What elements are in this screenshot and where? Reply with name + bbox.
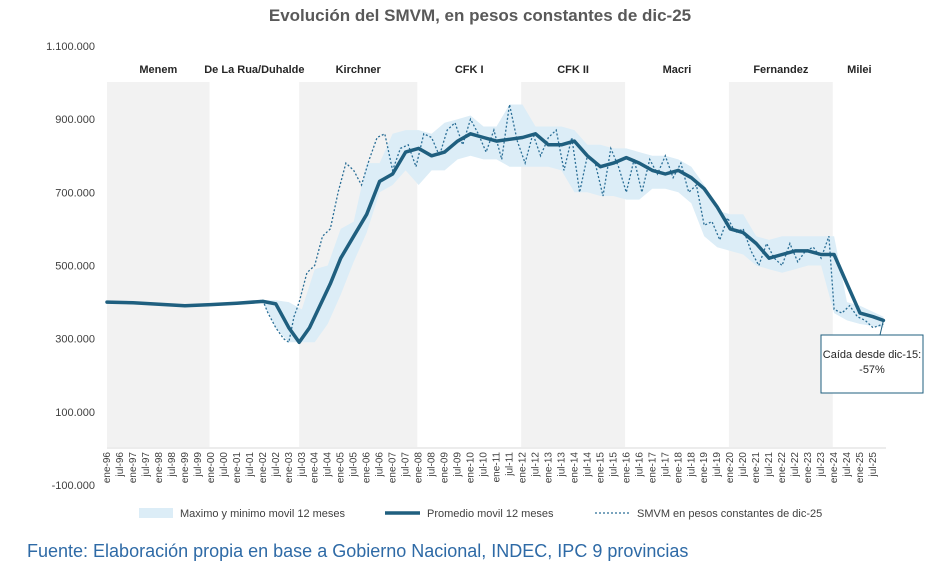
- x-tick-label-24: ene-08: [414, 452, 425, 484]
- y-tick-label-1: 900.000: [55, 114, 95, 126]
- x-tick-label-53: jul-22: [790, 452, 801, 478]
- x-tick-label-21: jul-06: [375, 452, 386, 478]
- source-note: Fuente: Elaboración propia en base a Gob…: [27, 541, 689, 561]
- x-tick-label-26: ene-09: [440, 452, 451, 484]
- x-tick-label-45: jul-18: [686, 452, 697, 478]
- x-tick-label-22: ene-07: [388, 452, 399, 484]
- annotation-line2: -57%: [859, 364, 885, 376]
- period-shade-0: [107, 82, 210, 447]
- y-axis: 1.100.000 900.000 700.000 500.000 300.000 100…: [46, 41, 95, 492]
- x-tick-label-6: ene-99: [180, 452, 191, 484]
- x-tick-label-20: ene-06: [362, 452, 373, 484]
- period-label-4: CFK II: [557, 64, 589, 76]
- moving-average-line: [105, 132, 886, 345]
- x-tick-label-1: jul-96: [115, 452, 126, 478]
- legend-label-avg: Promedio movil 12 meses: [427, 508, 554, 520]
- x-tick-label-9: jul-00: [219, 452, 230, 478]
- period-label-5: Macri: [663, 64, 692, 76]
- x-tick-label-38: ene-15: [595, 452, 606, 484]
- x-axis: ene-96 jul-96 ene-97 jul-97 ene-98 jul-98 ene-…: [102, 447, 886, 484]
- period-label-1: De La Rua/Duhalde: [204, 64, 304, 76]
- annotation-box: Caída desde dic-15: -57%: [820, 320, 924, 394]
- legend: Maximo y minimo movil 12 meses Promedio …: [139, 508, 822, 520]
- x-tick-label-43: jul-17: [660, 452, 671, 478]
- annotation-connector: [879, 320, 884, 336]
- x-tick-label-13: jul-02: [271, 452, 282, 478]
- y-tick-label-4: 300.000: [55, 334, 95, 346]
- y-tick-label-0: 1.100.000: [46, 41, 95, 53]
- period-label-0: Menem: [139, 64, 177, 76]
- chart-title: Evolución del SMVM, en pesos constantes …: [269, 6, 691, 25]
- x-tick-label-57: jul-24: [842, 452, 853, 478]
- x-tick-label-51: jul-21: [764, 452, 775, 478]
- series-lines: [105, 104, 886, 345]
- x-tick-label-42: ene-17: [647, 452, 658, 484]
- period-labels: Menem De La Rua/Duhalde Kirchner CFK I CFK I…: [139, 64, 871, 76]
- x-tick-label-8: ene-00: [206, 452, 217, 484]
- x-tick-label-32: ene-12: [517, 452, 528, 484]
- x-tick-label-33: jul-12: [530, 452, 541, 478]
- x-tick-label-47: jul-19: [712, 452, 723, 478]
- x-tick-label-46: ene-19: [699, 452, 710, 484]
- x-tick-label-56: ene-24: [829, 452, 840, 484]
- x-tick-label-0: ene-96: [102, 452, 113, 484]
- x-tick-label-17: jul-04: [323, 452, 334, 478]
- x-tick-label-12: ene-02: [258, 452, 269, 484]
- annotation-line1: Caída desde dic-15:: [823, 349, 921, 361]
- x-tick-label-2: ene-97: [128, 452, 139, 484]
- x-tick-label-15: jul-03: [297, 452, 308, 478]
- x-tick-label-11: jul-01: [245, 452, 256, 478]
- x-tick-label-35: jul-13: [556, 452, 567, 478]
- y-tick-label-6: -100.000: [52, 480, 95, 492]
- x-tick-label-55: jul-23: [816, 452, 827, 478]
- minmax-band: [262, 104, 884, 343]
- x-tick-label-30: ene-11: [492, 452, 503, 483]
- x-tick-label-18: ene-05: [336, 452, 347, 484]
- period-label-6: Fernandez: [753, 64, 809, 76]
- x-tick-label-25: jul-08: [427, 452, 438, 478]
- period-label-7: Milei: [847, 64, 871, 76]
- x-tick-label-54: ene-23: [803, 452, 814, 484]
- x-tick-label-44: ene-18: [673, 452, 684, 484]
- x-tick-label-49: jul-20: [738, 452, 749, 478]
- x-tick-label-10: ene-01: [232, 452, 243, 484]
- legend-label-smvm: SMVM en pesos constantes de dic-25: [637, 508, 822, 520]
- x-tick-label-29: jul-10: [479, 452, 490, 478]
- x-tick-label-28: ene-10: [466, 452, 477, 484]
- x-tick-label-50: ene-21: [751, 452, 762, 484]
- x-tick-label-31: jul-11: [504, 452, 515, 477]
- period-label-2: Kirchner: [336, 64, 382, 76]
- smvm-line: [106, 104, 884, 344]
- legend-label-band: Maximo y minimo movil 12 meses: [180, 508, 346, 520]
- smvm-chart: Evolución del SMVM, en pesos constantes …: [46, 6, 924, 520]
- y-tick-label-3: 500.000: [55, 261, 95, 273]
- legend-swatch-band: [139, 508, 173, 518]
- x-tick-label-5: jul-98: [167, 452, 178, 478]
- x-tick-label-19: jul-05: [349, 452, 360, 478]
- annotation-frame: [820, 334, 924, 394]
- x-tick-label-16: ene-04: [310, 452, 321, 484]
- x-tick-label-7: jul-99: [193, 452, 204, 478]
- x-tick-label-27: jul-09: [453, 452, 464, 478]
- x-tick-label-36: ene-14: [569, 452, 580, 484]
- x-tick-label-23: jul-07: [401, 452, 412, 478]
- x-tick-label-40: ene-16: [621, 452, 632, 484]
- x-tick-label-34: ene-13: [543, 452, 554, 484]
- minmax-band-layer: [262, 104, 884, 343]
- x-tick-label-41: jul-16: [634, 452, 645, 478]
- x-tick-label-52: ene-22: [777, 452, 788, 484]
- x-tick-label-59: jul-25: [868, 452, 879, 478]
- x-tick-label-48: ene-20: [725, 452, 736, 484]
- x-tick-label-4: ene-98: [154, 452, 165, 484]
- period-label-3: CFK I: [455, 64, 484, 76]
- y-tick-label-5: 100.000: [55, 407, 95, 419]
- x-tick-label-3: jul-97: [141, 452, 152, 478]
- y-tick-label-2: 700.000: [55, 187, 95, 199]
- x-tick-label-14: ene-03: [284, 452, 295, 484]
- x-tick-label-58: ene-25: [855, 452, 866, 484]
- x-tick-label-37: jul-14: [582, 452, 593, 478]
- x-tick-label-39: jul-15: [608, 452, 619, 478]
